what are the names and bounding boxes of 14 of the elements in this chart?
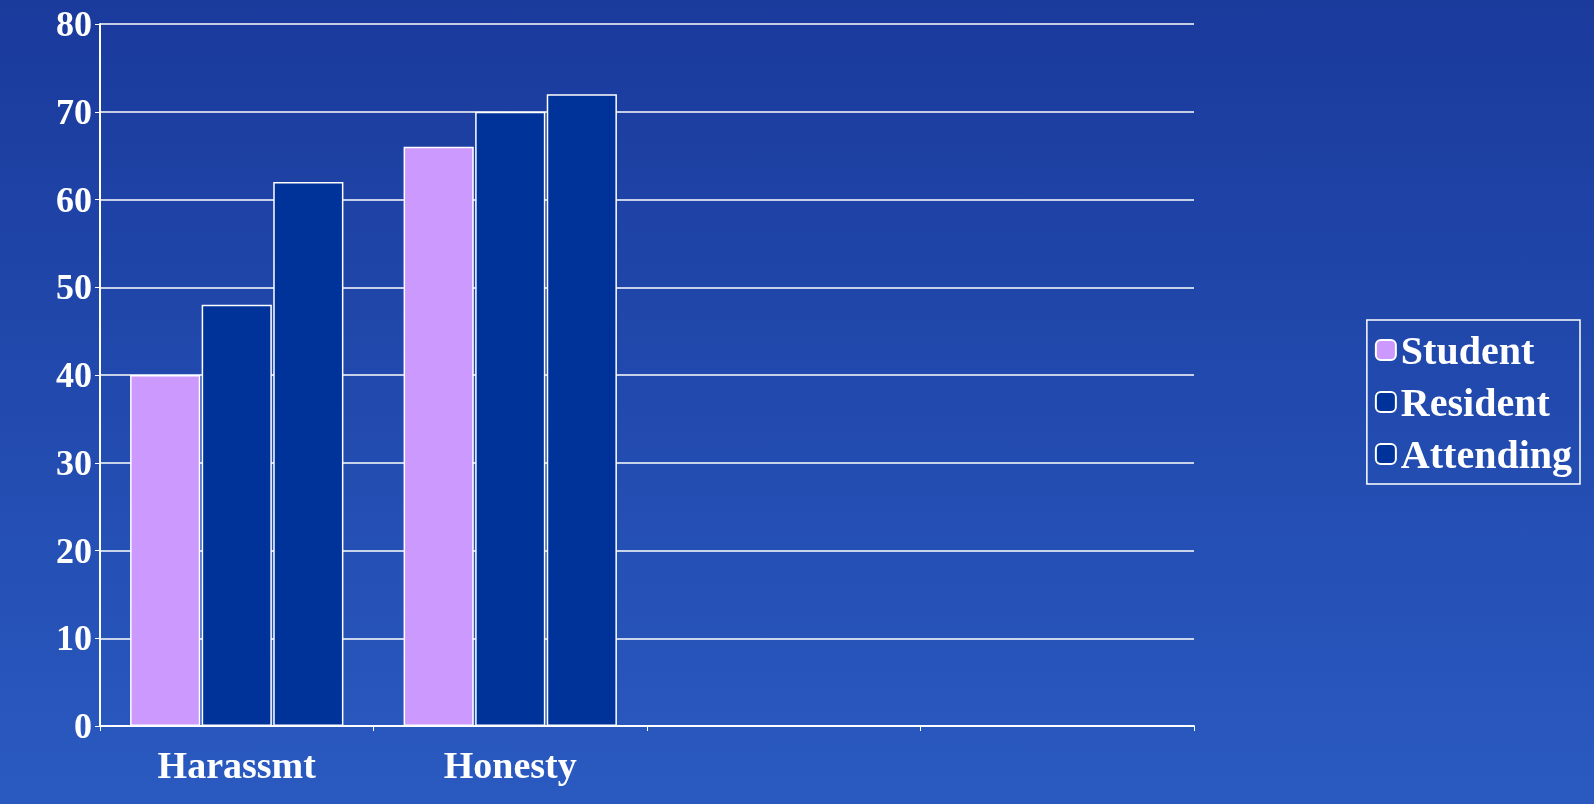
legend-label: Student	[1400, 327, 1535, 373]
legend-label: Attending	[1400, 431, 1573, 477]
y-tick-label: 0	[74, 706, 92, 746]
legend-label: Resident	[1400, 379, 1551, 425]
y-tick-label: 20	[56, 530, 92, 571]
x-tick-label: Harassmt	[157, 744, 317, 786]
y-tick-label: 60	[56, 179, 92, 220]
y-tick-label: 80	[56, 4, 92, 44]
y-tick-label: 30	[56, 442, 92, 483]
y-tick-label: 70	[56, 91, 92, 132]
y-tick-label: 10	[56, 618, 92, 659]
x-tick-label: Honesty	[443, 744, 577, 786]
y-tick-label: 50	[56, 267, 92, 308]
y-tick-label: 40	[56, 355, 92, 395]
